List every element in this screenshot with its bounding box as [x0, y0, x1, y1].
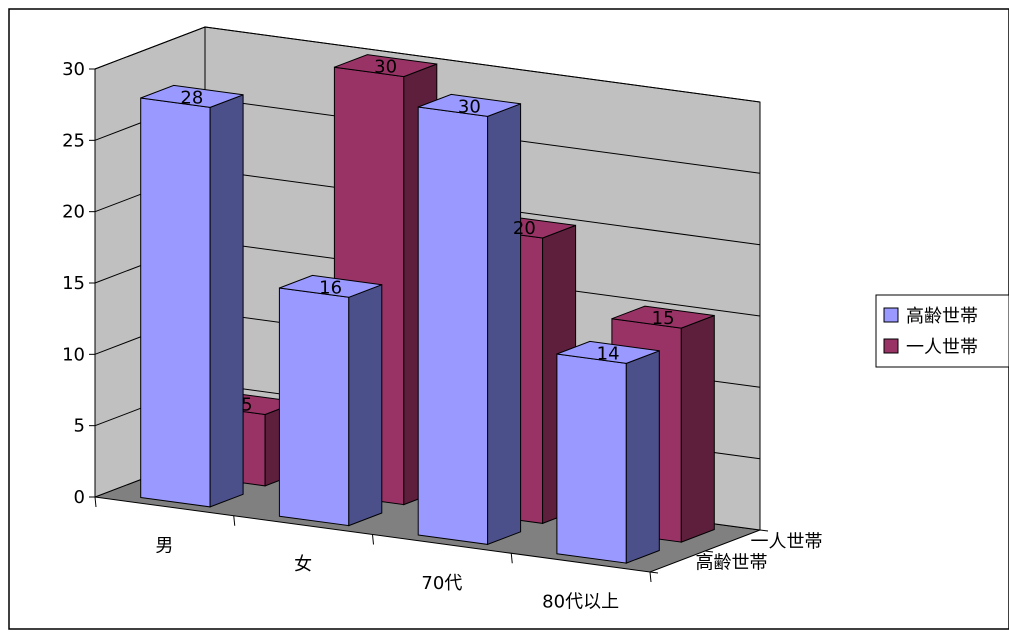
bar-front — [556, 353, 627, 564]
bar-front — [140, 97, 211, 508]
legend-swatch — [883, 307, 899, 323]
y-tick-label: 15 — [62, 273, 85, 294]
bar-side — [680, 314, 715, 543]
x-tick-label: 男 — [155, 535, 173, 556]
bar-side — [625, 350, 660, 564]
z-tick-mark — [759, 529, 769, 532]
y-axis: 0 5 10 15 20 25 30 — [62, 59, 95, 508]
x-tick-mark — [94, 496, 97, 508]
bar-side — [348, 283, 383, 527]
bar-top — [334, 54, 437, 78]
x-tick-label: 女 — [294, 554, 312, 575]
data-labels: 5 30 20 15 28 16 30 14 — [180, 57, 674, 416]
bar-top — [611, 305, 715, 329]
data-label: 15 — [652, 308, 675, 329]
x-tick-mark — [372, 534, 374, 545]
bar-top — [140, 84, 244, 108]
y-tick-label: 5 — [74, 416, 85, 437]
data-label: 28 — [180, 87, 203, 108]
x-tick-mark — [510, 553, 513, 564]
y-tick-label: 10 — [62, 344, 85, 365]
data-label: 20 — [513, 218, 536, 239]
legend-box — [875, 294, 1009, 368]
y-tick-label: 20 — [62, 202, 85, 223]
legend-label: 一人世帯 — [906, 337, 978, 358]
bars — [140, 54, 715, 564]
x-tick-mark — [233, 515, 236, 526]
legend-label: 高齢世帯 — [906, 306, 978, 327]
bar-front — [278, 287, 350, 527]
x-tick-label: 70代 — [421, 573, 462, 594]
z-tick-mark — [649, 571, 659, 574]
x-tick-mark — [649, 571, 652, 583]
bar-side — [209, 94, 244, 508]
series-axis-label: 高齢世帯 — [696, 553, 768, 574]
gridline — [94, 26, 761, 103]
bar-top — [279, 274, 382, 298]
data-label: 30 — [458, 96, 481, 117]
legend-swatch — [883, 338, 899, 354]
data-label: 16 — [319, 277, 342, 298]
y-tick-label: 30 — [62, 59, 85, 80]
bar-side — [487, 103, 522, 546]
x-tick-label: 80代以上 — [542, 592, 619, 613]
y-tick-label: 0 — [74, 487, 85, 508]
series-axis-label: 一人世帯 — [751, 532, 823, 553]
x-axis: 男女 70代 80代以上 — [94, 496, 652, 613]
bar-top — [418, 93, 521, 117]
y-tick-label: 25 — [62, 130, 85, 151]
data-label: 5 — [241, 395, 252, 416]
bar-top — [556, 340, 660, 364]
bar-front — [417, 106, 489, 545]
data-label: 14 — [597, 343, 620, 364]
z-tick-mark — [704, 550, 714, 553]
data-label: 30 — [374, 57, 397, 78]
